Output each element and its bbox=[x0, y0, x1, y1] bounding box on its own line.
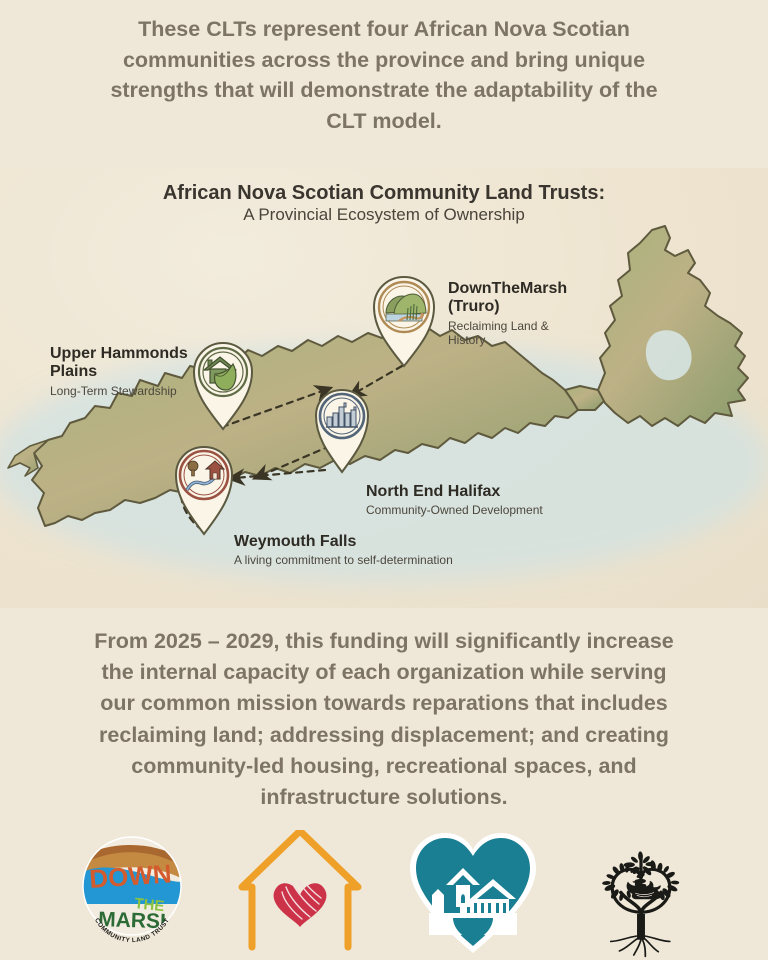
svg-text:DOWN: DOWN bbox=[88, 858, 172, 894]
